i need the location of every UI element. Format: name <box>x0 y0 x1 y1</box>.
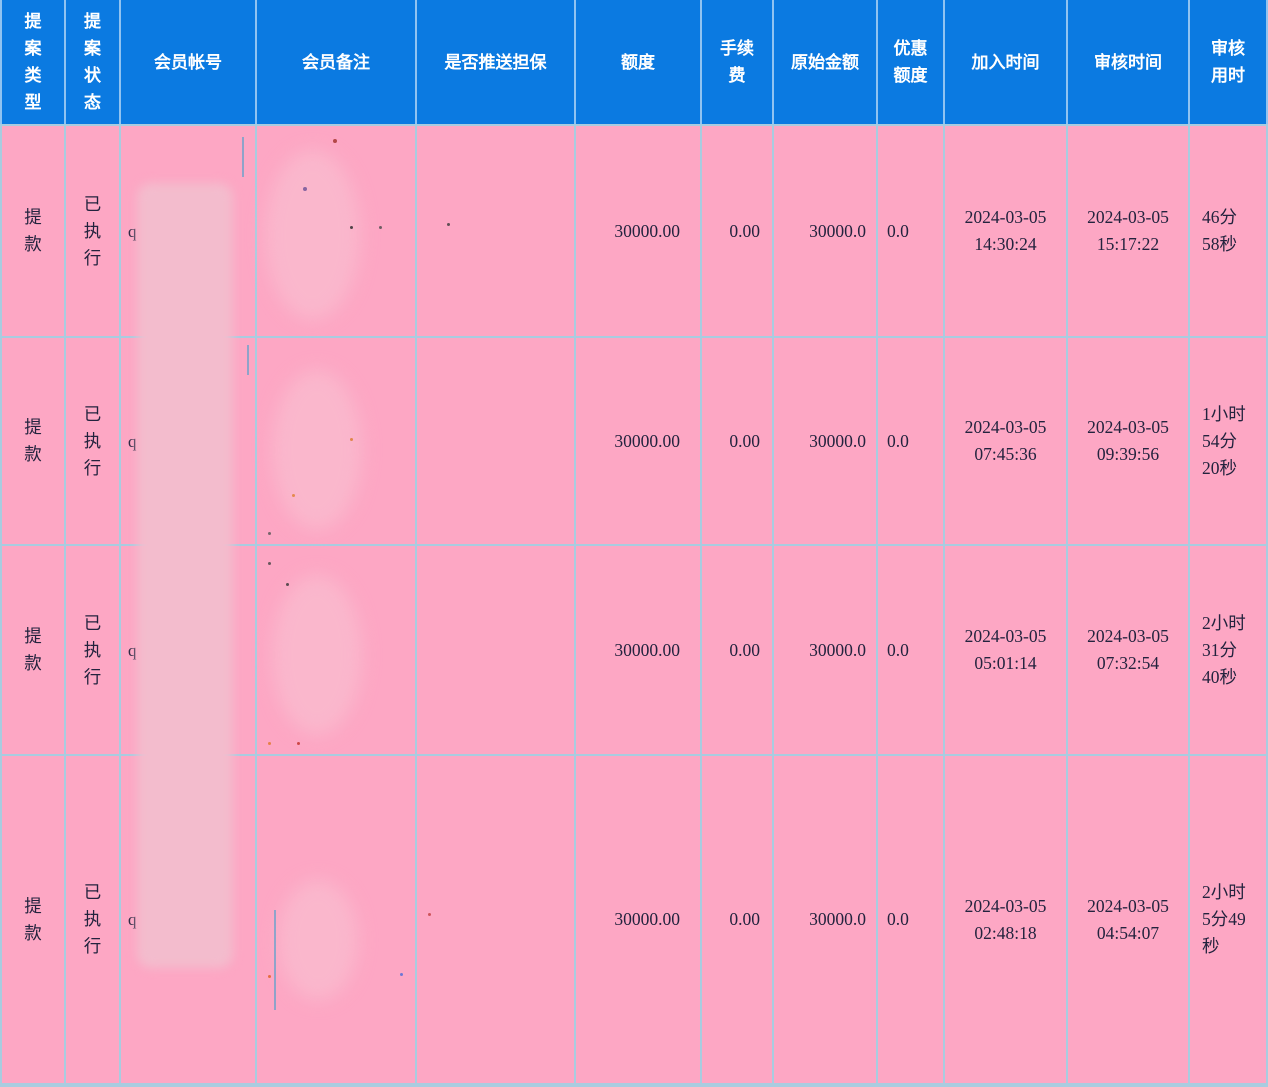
column-header-push-guarantee: 是否推送担保 <box>417 0 576 124</box>
cell-join-time: 2024-03-05 05:01:14 <box>945 546 1068 754</box>
cell-fee: 0.00 <box>702 126 774 336</box>
cell-discount-amount: 0.0 <box>878 338 945 544</box>
cell-member-account: q <box>121 338 257 544</box>
cell-proposal-status: 已 执 行 <box>66 756 121 1083</box>
cell-join-time: 2024-03-05 02:48:18 <box>945 756 1068 1083</box>
cell-member-account: q <box>121 756 257 1083</box>
column-header-review-duration: 审核 用时 <box>1190 0 1268 124</box>
cell-review-time: 2024-03-05 07:32:54 <box>1068 546 1190 754</box>
cell-amount: 30000.00 <box>576 756 702 1083</box>
cell-proposal-status: 已 执 行 <box>66 338 121 544</box>
cell-push-guarantee <box>417 756 576 1083</box>
cell-push-guarantee <box>417 338 576 544</box>
cell-review-time: 2024-03-05 09:39:56 <box>1068 338 1190 544</box>
cell-original-amount: 30000.0 <box>774 126 878 336</box>
cell-original-amount: 30000.0 <box>774 756 878 1083</box>
table-row: 提款 已 执 行 q 30000.00 0.00 30000.0 0.0 202… <box>0 126 1268 338</box>
column-header-discount-amount: 优惠 额度 <box>878 0 945 124</box>
cell-discount-amount: 0.0 <box>878 546 945 754</box>
table-body: 提款 已 执 行 q 30000.00 0.00 30000.0 0.0 202… <box>0 126 1268 1083</box>
column-header-amount: 额度 <box>576 0 702 124</box>
cell-proposal-type: 提款 <box>0 126 66 336</box>
cell-member-note <box>257 338 417 544</box>
cell-original-amount: 30000.0 <box>774 546 878 754</box>
column-header-original-amount: 原始金额 <box>774 0 878 124</box>
cell-original-amount: 30000.0 <box>774 338 878 544</box>
cell-fee: 0.00 <box>702 338 774 544</box>
cell-member-account: q <box>121 546 257 754</box>
cell-member-note <box>257 756 417 1083</box>
cell-push-guarantee <box>417 546 576 754</box>
cell-member-account: q <box>121 126 257 336</box>
cell-proposal-type: 提款 <box>0 338 66 544</box>
cell-join-time: 2024-03-05 07:45:36 <box>945 338 1068 544</box>
cell-amount: 30000.00 <box>576 338 702 544</box>
cell-push-guarantee <box>417 126 576 336</box>
column-header-proposal-type: 提 案 类 型 <box>0 0 66 124</box>
column-header-proposal-status: 提 案 状 态 <box>66 0 121 124</box>
cell-review-time: 2024-03-05 15:17:22 <box>1068 126 1190 336</box>
cell-proposal-status: 已 执 行 <box>66 546 121 754</box>
cell-discount-amount: 0.0 <box>878 756 945 1083</box>
column-header-member-note: 会员备注 <box>257 0 417 124</box>
cell-review-duration: 2小时 5分49 秒 <box>1190 756 1268 1083</box>
table-row: 提款 已 执 行 q 30000.00 0.00 30000.0 0.0 202… <box>0 338 1268 546</box>
column-header-fee: 手续 费 <box>702 0 774 124</box>
cell-fee: 0.00 <box>702 756 774 1083</box>
cell-review-duration: 1小时 54分 20秒 <box>1190 338 1268 544</box>
cell-member-note <box>257 126 417 336</box>
cell-review-time: 2024-03-05 04:54:07 <box>1068 756 1190 1083</box>
table-header-row: 提 案 类 型 提 案 状 态 会员帐号 会员备注 是否推送担保 额度 手续 费… <box>0 0 1268 126</box>
cell-join-time: 2024-03-05 14:30:24 <box>945 126 1068 336</box>
cell-discount-amount: 0.0 <box>878 126 945 336</box>
cell-review-duration: 2小时 31分 40秒 <box>1190 546 1268 754</box>
cell-proposal-type: 提款 <box>0 756 66 1083</box>
cell-member-note <box>257 546 417 754</box>
table-row: 提款 已 执 行 q 30000.00 0.00 30000.0 0.0 202… <box>0 546 1268 756</box>
cell-amount: 30000.00 <box>576 126 702 336</box>
cell-fee: 0.00 <box>702 546 774 754</box>
cell-amount: 30000.00 <box>576 546 702 754</box>
cell-proposal-status: 已 执 行 <box>66 126 121 336</box>
cell-review-duration: 46分 58秒 <box>1190 126 1268 336</box>
column-header-member-account: 会员帐号 <box>121 0 257 124</box>
column-header-review-time: 审核时间 <box>1068 0 1190 124</box>
cell-proposal-type: 提款 <box>0 546 66 754</box>
table-row: 提款 已 执 行 q 30000.00 0.00 30000.0 0.0 202… <box>0 756 1268 1083</box>
column-header-join-time: 加入时间 <box>945 0 1068 124</box>
